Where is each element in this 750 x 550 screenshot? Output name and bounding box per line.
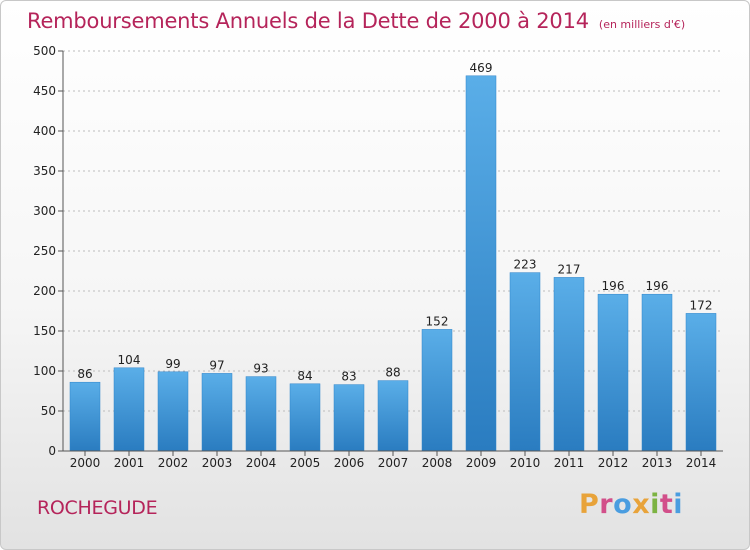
x-tick-label: 2007 xyxy=(378,456,409,470)
bar xyxy=(333,384,365,452)
x-tick-label: 2003 xyxy=(202,456,233,470)
bar-value-label: 93 xyxy=(253,362,268,376)
y-tick-label: 250 xyxy=(33,244,56,258)
bar-value-label: 97 xyxy=(209,358,224,372)
logo-letter: i xyxy=(673,489,684,520)
logo-letter: r xyxy=(599,489,614,520)
x-tick-label: 2001 xyxy=(114,456,145,470)
y-tick-label: 400 xyxy=(33,124,56,138)
bar xyxy=(641,293,673,452)
bars xyxy=(69,75,717,452)
x-tick-label: 2002 xyxy=(158,456,189,470)
x-tick-label: 2000 xyxy=(70,456,101,470)
bar-value-label: 152 xyxy=(426,314,449,328)
y-tick-label: 450 xyxy=(33,84,56,98)
y-tick-label: 0 xyxy=(48,444,56,458)
bar-value-label: 217 xyxy=(558,262,581,276)
bar xyxy=(685,313,717,452)
bar-value-label: 84 xyxy=(297,369,312,383)
x-tick-label: 2010 xyxy=(510,456,541,470)
x-tick-label: 2006 xyxy=(334,456,365,470)
x-tick-label: 2009 xyxy=(466,456,497,470)
y-tick-label: 500 xyxy=(33,44,56,58)
bar xyxy=(377,380,409,452)
x-tick-label: 2011 xyxy=(554,456,585,470)
logo-letter: P xyxy=(579,489,600,520)
y-tick-label: 300 xyxy=(33,204,56,218)
logo-letter: t xyxy=(659,489,674,520)
bar xyxy=(113,367,145,452)
bar xyxy=(553,277,585,452)
logo-letter: i xyxy=(650,489,660,520)
x-tick-label: 2012 xyxy=(598,456,629,470)
bar-value-label: 172 xyxy=(690,298,713,312)
bar xyxy=(597,293,629,452)
x-tick-label: 2014 xyxy=(686,456,717,470)
y-tick-label: 150 xyxy=(33,324,56,338)
bar-value-label: 469 xyxy=(470,61,493,75)
x-tick-label: 2004 xyxy=(246,456,277,470)
logo-letter: o xyxy=(613,489,633,520)
bar-value-label: 196 xyxy=(646,279,669,293)
bar xyxy=(201,373,233,452)
x-tick-label: 2013 xyxy=(642,456,673,470)
y-tick-label: 50 xyxy=(41,404,56,418)
bar xyxy=(289,383,321,452)
proxiti-logo: Proxiti xyxy=(579,489,683,520)
y-tick-label: 350 xyxy=(33,164,56,178)
bar-value-label: 88 xyxy=(385,366,400,380)
value-labels: 86 104 99 97 93 84 83 88 152 469 223 217 196 196 172 xyxy=(77,61,712,384)
bar xyxy=(157,371,189,452)
axes: 0 50 100 150 200 250 300 350 400 450 500 2000 2001 20… xyxy=(33,44,723,470)
chart-title: Remboursements Annuels de la Dette de 20… xyxy=(27,9,685,33)
x-tick-label: 2008 xyxy=(422,456,453,470)
bar xyxy=(245,376,277,452)
y-tick-label: 100 xyxy=(33,364,56,378)
bar xyxy=(465,75,497,452)
x-tick-label: 2005 xyxy=(290,456,321,470)
y-tick-label: 200 xyxy=(33,284,56,298)
title-text: Remboursements Annuels de la Dette de 20… xyxy=(27,9,589,33)
bar-value-label: 83 xyxy=(341,370,356,384)
bar-value-label: 86 xyxy=(77,367,92,381)
bar xyxy=(421,329,453,452)
title-unit: (en milliers d'€) xyxy=(598,18,686,31)
bar xyxy=(509,272,541,452)
commune-name: ROCHEGUDE xyxy=(37,497,158,519)
bar-value-label: 196 xyxy=(602,279,625,293)
bar-value-label: 104 xyxy=(118,353,141,367)
logo-letter: x xyxy=(632,489,651,520)
bar xyxy=(69,381,101,452)
bar-value-label: 99 xyxy=(165,357,180,371)
bar-value-label: 223 xyxy=(514,258,537,272)
